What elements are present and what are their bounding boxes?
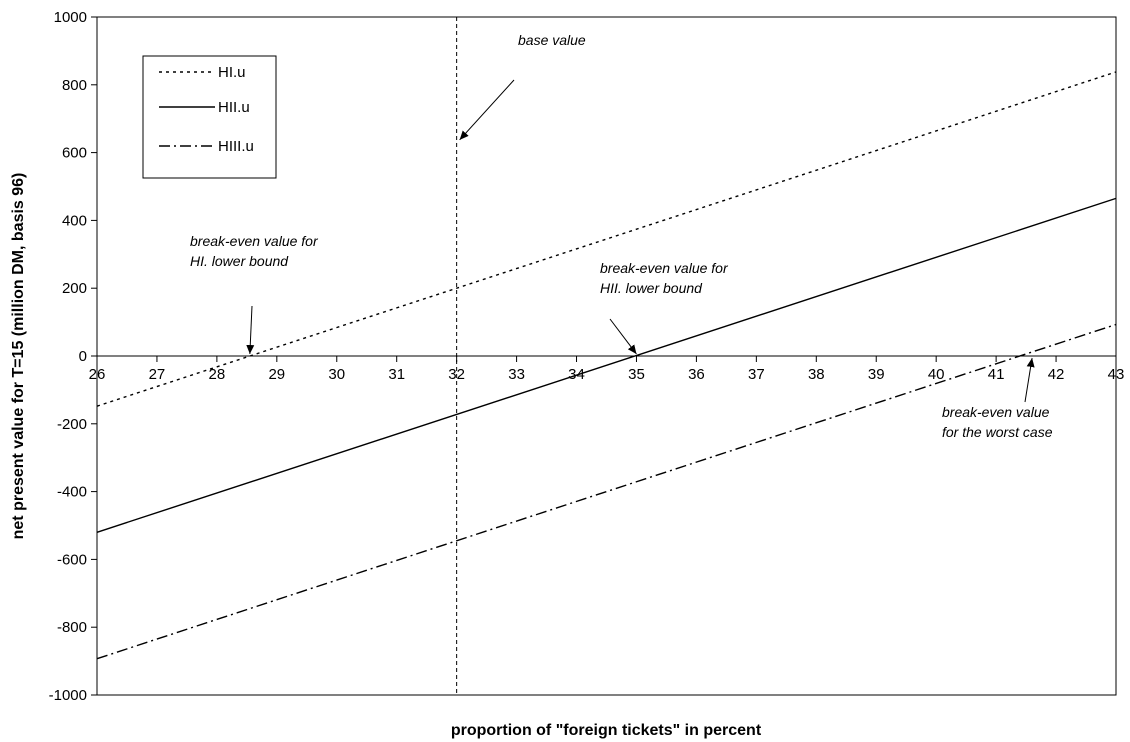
y-tick-label: -400 bbox=[57, 484, 87, 501]
annotation-text: break-even value for bbox=[190, 233, 319, 249]
annotation-text: break-even value bbox=[942, 404, 1050, 420]
x-tick-label: 30 bbox=[328, 366, 345, 383]
legend-label: HII.u bbox=[218, 99, 250, 116]
y-axis-title: net present value for T=15 (million DM, … bbox=[10, 173, 27, 540]
x-tick-label: 40 bbox=[928, 366, 945, 383]
x-tick-label: 26 bbox=[89, 366, 106, 383]
legend: HI.u HII.u HIII.u bbox=[142, 55, 277, 179]
x-tick-label: 38 bbox=[808, 366, 825, 383]
x-tick-label: 37 bbox=[748, 366, 765, 383]
annotation-text: for the worst case bbox=[942, 424, 1053, 440]
y-tick-label: -600 bbox=[57, 551, 87, 568]
x-tick-label: 42 bbox=[1048, 366, 1065, 383]
annotation-arrow bbox=[609, 318, 637, 355]
annotation-text: HII. lower bound bbox=[600, 280, 703, 296]
annotation-be-hii: break-even value for HII. lower bound bbox=[600, 260, 729, 355]
annotation-text: break-even value for bbox=[600, 260, 729, 276]
y-tick-label: -1000 bbox=[49, 687, 87, 704]
x-tick-label: 27 bbox=[149, 366, 166, 383]
annotation-layer: base value break-even value for HI. lower … bbox=[190, 32, 1053, 440]
x-tick-label: 31 bbox=[388, 366, 405, 383]
axis-layer: 26 27 28 29 30 31 32 33 34 35 36 37 38 39 40 41 42 43-100… bbox=[49, 9, 1125, 704]
series-line-hiii-u bbox=[96, 323, 1117, 660]
y-tick-label: -200 bbox=[57, 416, 87, 433]
annotation-text: base value bbox=[518, 32, 586, 48]
annotation-arrow bbox=[459, 79, 515, 141]
annotation-arrow bbox=[1024, 357, 1035, 403]
annotation-be-hi: break-even value for HI. lower bound bbox=[190, 233, 319, 355]
y-tick-label: 1000 bbox=[54, 9, 87, 26]
x-tick-label: 33 bbox=[508, 366, 525, 383]
legend-label: HIII.u bbox=[218, 138, 254, 155]
legend-box bbox=[142, 55, 277, 179]
x-tick-label: 32 bbox=[448, 366, 465, 383]
x-tick-label: 35 bbox=[628, 366, 645, 383]
annotation-arrow bbox=[246, 305, 255, 355]
series-layer bbox=[96, 71, 1117, 660]
y-tick-label: 400 bbox=[62, 212, 87, 229]
x-tick-label: 43 bbox=[1108, 366, 1125, 383]
legend-label: HI.u bbox=[218, 64, 246, 81]
x-axis-title: proportion of "foreign tickets" in perce… bbox=[451, 722, 762, 739]
y-tick-label: 200 bbox=[62, 280, 87, 297]
annotation-be-worst: break-even value for the worst case bbox=[942, 357, 1053, 440]
series-line-hii-u bbox=[96, 197, 1117, 533]
x-tick-label: 41 bbox=[988, 366, 1005, 383]
y-tick-label: 600 bbox=[62, 145, 87, 162]
x-tick-label: 29 bbox=[268, 366, 285, 383]
x-tick-label: 28 bbox=[209, 366, 226, 383]
y-tick-label: -800 bbox=[57, 619, 87, 636]
y-tick-label: 0 bbox=[79, 348, 87, 365]
x-tick-label: 36 bbox=[688, 366, 705, 383]
annotation-text: HI. lower bound bbox=[190, 253, 289, 269]
x-tick-label: 39 bbox=[868, 366, 885, 383]
annotation-base: base value bbox=[459, 32, 586, 141]
y-tick-label: 800 bbox=[62, 77, 87, 94]
